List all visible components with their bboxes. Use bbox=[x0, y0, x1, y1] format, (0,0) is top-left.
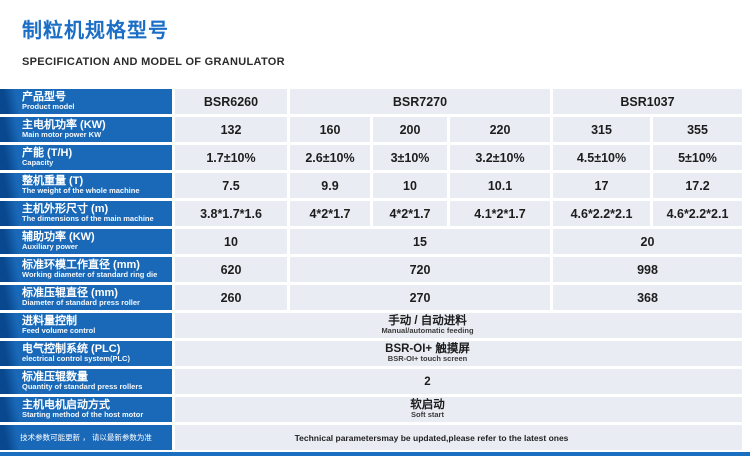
row-label-zh: 标准压辊数量 bbox=[22, 371, 88, 384]
row-label-en: Capacity bbox=[22, 158, 54, 168]
value-cell: 10 bbox=[373, 173, 447, 198]
value-cell: 3.8*1.7*1.6 bbox=[175, 201, 287, 226]
row-label-en: Product model bbox=[22, 102, 75, 112]
model-cell: BSR1037 bbox=[553, 89, 742, 114]
row-label-zh: 主电机功率 (KW) bbox=[22, 119, 106, 132]
value-zh: 软启动 bbox=[410, 399, 445, 412]
row-label-press-roller-quantity: 标准压辊数量 Quantity of standard press roller… bbox=[0, 369, 172, 394]
value-cell: 10.1 bbox=[450, 173, 550, 198]
value-cell: 620 bbox=[175, 257, 287, 282]
bottom-accent-bar bbox=[0, 452, 750, 456]
row-label-en: Quantity of standard press rollers bbox=[22, 382, 143, 392]
footer-note-en: Technical parametersmay be updated,pleas… bbox=[175, 425, 742, 450]
row-label-en: Main motor power KW bbox=[22, 130, 102, 140]
value-cell: BSR-OI+ 触摸屏 BSR-OI+ touch screen bbox=[175, 341, 742, 366]
row-label-ring-die-diameter: 标准环模工作直径 (mm) Working diameter of standa… bbox=[0, 257, 172, 282]
value-cell: 4.6*2.2*2.1 bbox=[653, 201, 742, 226]
row-label-en: Working diameter of standard ring die bbox=[22, 270, 158, 280]
value-cell: 2.6±10% bbox=[290, 145, 370, 170]
value-cell: 355 bbox=[653, 117, 742, 142]
value-cell: 1.7±10% bbox=[175, 145, 287, 170]
value-cell: 4.6*2.2*2.1 bbox=[553, 201, 650, 226]
value-zh: 2 bbox=[424, 375, 431, 388]
value-cell: 315 bbox=[553, 117, 650, 142]
value-cell: 20 bbox=[553, 229, 742, 254]
value-cell: 3±10% bbox=[373, 145, 447, 170]
page-title: 制粒机规格型号 bbox=[22, 20, 169, 42]
value-zh: BSR-OI+ 触摸屏 bbox=[385, 343, 470, 356]
row-label-zh: 辅助功率 (KW) bbox=[22, 231, 95, 244]
value-en: Soft start bbox=[411, 410, 444, 420]
value-zh: 手动 / 自动进料 bbox=[388, 315, 467, 328]
value-cell: 4*2*1.7 bbox=[373, 201, 447, 226]
model-cell: BSR6260 bbox=[175, 89, 287, 114]
row-label-en: Feed volume control bbox=[22, 326, 96, 336]
value-cell: 手动 / 自动进料 Manual/automatic feeding bbox=[175, 313, 742, 338]
row-label-zh: 进料量控制 bbox=[22, 315, 77, 328]
footer-note-zh: 技术参数可能更新 ， 请以最新参数为准 bbox=[0, 425, 172, 450]
value-cell: 3.2±10% bbox=[450, 145, 550, 170]
value-cell: 270 bbox=[290, 285, 550, 310]
value-cell: 998 bbox=[553, 257, 742, 282]
value-en: BSR-OI+ touch screen bbox=[387, 354, 468, 364]
row-label-zh: 产品型号 bbox=[22, 91, 66, 104]
value-cell: 720 bbox=[290, 257, 550, 282]
row-label-feed-volume-control: 进料量控制 Feed volume control bbox=[0, 313, 172, 338]
row-label-machine-weight: 整机重量 (T) The weight of the whole machine bbox=[0, 173, 172, 198]
value-cell: 软启动 Soft start bbox=[175, 397, 742, 422]
row-label-en: The dimensions of the main machine bbox=[22, 214, 154, 224]
row-label-zh: 标准压辊直径 (mm) bbox=[22, 287, 118, 300]
page-subtitle: SPECIFICATION AND MODEL OF GRANULATOR bbox=[22, 56, 285, 68]
value-cell: 7.5 bbox=[175, 173, 287, 198]
value-cell: 200 bbox=[373, 117, 447, 142]
row-label-en: Auxiliary power bbox=[22, 242, 78, 252]
row-label-electrical-control-system: 电气控制系统 (PLC) electrical control system(P… bbox=[0, 341, 172, 366]
value-cell: 4*2*1.7 bbox=[290, 201, 370, 226]
row-label-en: Starting method of the host motor bbox=[22, 410, 144, 420]
value-cell: 2 bbox=[175, 369, 742, 394]
value-cell: 368 bbox=[553, 285, 742, 310]
row-label-starting-method: 主机电机启动方式 Starting method of the host mot… bbox=[0, 397, 172, 422]
row-label-auxiliary-power: 辅助功率 (KW) Auxiliary power bbox=[0, 229, 172, 254]
value-cell: 4.5±10% bbox=[553, 145, 650, 170]
row-label-zh: 电气控制系统 (PLC) bbox=[22, 343, 121, 356]
spec-table: 产品型号 Product model BSR6260 BSR7270 BSR10… bbox=[0, 89, 742, 450]
row-label-main-motor-power: 主电机功率 (KW) Main motor power KW bbox=[0, 117, 172, 142]
row-label-press-roller-diameter: 标准压辊直径 (mm) Diameter of standard press r… bbox=[0, 285, 172, 310]
value-en: Manual/automatic feeding bbox=[381, 326, 474, 336]
value-cell: 4.1*2*1.7 bbox=[450, 201, 550, 226]
model-cell: BSR7270 bbox=[290, 89, 550, 114]
row-label-zh: 整机重量 (T) bbox=[22, 175, 84, 188]
row-label-en: The weight of the whole machine bbox=[22, 186, 140, 196]
row-label-zh: 主机外形尺寸 (m) bbox=[22, 203, 109, 216]
value-cell: 160 bbox=[290, 117, 370, 142]
row-label-product-model: 产品型号 Product model bbox=[0, 89, 172, 114]
value-cell: 17.2 bbox=[653, 173, 742, 198]
row-label-zh: 标准环模工作直径 (mm) bbox=[22, 259, 140, 272]
row-label-en: electrical control system(PLC) bbox=[22, 354, 130, 364]
value-cell: 5±10% bbox=[653, 145, 742, 170]
value-cell: 15 bbox=[290, 229, 550, 254]
row-label-capacity: 产能 (T/H) Capacity bbox=[0, 145, 172, 170]
value-cell: 260 bbox=[175, 285, 287, 310]
value-cell: 17 bbox=[553, 173, 650, 198]
row-label-machine-dimensions: 主机外形尺寸 (m) The dimensions of the main ma… bbox=[0, 201, 172, 226]
value-cell: 220 bbox=[450, 117, 550, 142]
row-label-en: Diameter of standard press roller bbox=[22, 298, 140, 308]
row-label-zh: 产能 (T/H) bbox=[22, 147, 73, 160]
row-label-zh: 主机电机启动方式 bbox=[22, 399, 110, 412]
value-cell: 132 bbox=[175, 117, 287, 142]
value-cell: 9.9 bbox=[290, 173, 370, 198]
value-cell: 10 bbox=[175, 229, 287, 254]
